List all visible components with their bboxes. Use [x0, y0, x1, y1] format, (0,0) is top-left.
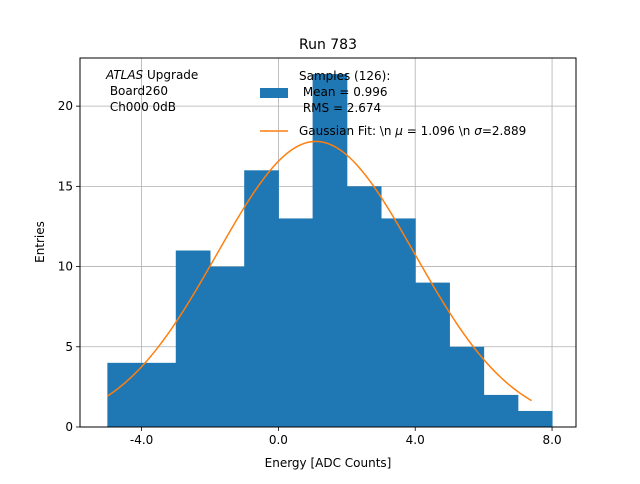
annotation-board: Board260 — [106, 84, 168, 98]
x-axis-ticks: -4.0 0.0 4.0 8.0 — [130, 427, 562, 447]
plot-frame — [79, 57, 577, 428]
histogram-bar — [312, 74, 348, 427]
x-tick-label: 0.0 — [269, 433, 288, 447]
legend-hist-label: Samples (126): Mean = 0.996 RMS = 2.674 — [299, 69, 425, 115]
histogram-bar — [483, 394, 519, 427]
histogram-bar — [141, 362, 177, 427]
y-tick-label: 0 — [65, 420, 73, 434]
histogram-bar — [278, 218, 314, 427]
histogram-bar — [449, 346, 485, 427]
histogram-bar — [244, 170, 279, 427]
x-axis-label: Energy [ADC Counts] — [265, 456, 392, 470]
annotation-channel: Ch000 0dB — [106, 100, 176, 114]
y-tick-label: 5 — [65, 340, 73, 354]
histogram-bar — [175, 250, 211, 427]
histogram-bar — [209, 266, 245, 427]
histogram-bar — [415, 282, 450, 427]
legend-hist-line-3: RMS = 2.674 — [299, 101, 381, 115]
annotation-upgrade: Upgrade — [143, 68, 198, 82]
histogram-bar — [107, 362, 143, 427]
legend-fit-prefix: Gaussian Fit: \n — [299, 124, 395, 138]
y-axis-ticks: 0 5 10 15 20 — [58, 99, 80, 434]
legend-fit-sigma-value: =2.889 — [482, 124, 526, 138]
annotation-experiment: ATLAS — [105, 68, 144, 82]
histogram-bar — [517, 410, 553, 427]
legend-fit-mu: μ — [394, 124, 403, 138]
x-tick-label: 8.0 — [543, 433, 562, 447]
y-tick-label: 15 — [58, 179, 73, 193]
chart-title: Run 783 — [299, 37, 357, 53]
annotation-text: ATLAS Upgrade Board260 Ch000 0dB — [105, 68, 202, 114]
legend-hist-swatch — [260, 88, 288, 98]
x-tick-label: 4.0 — [406, 433, 425, 447]
histogram-bar — [381, 218, 416, 427]
legend-fit-sigma: σ — [474, 124, 482, 138]
legend-fit-label: Gaussian Fit: \n μ = 1.096 \n σ=2.889 — [299, 124, 526, 138]
x-tick-label: -4.0 — [130, 433, 153, 447]
histogram-bar — [346, 186, 382, 427]
legend: Samples (126): Mean = 0.996 RMS = 2.674 … — [260, 69, 526, 138]
legend-fit-mu-value: = 1.096 \n — [403, 124, 474, 138]
gaussian-fit — [106, 140, 532, 402]
fit-curve — [106, 140, 532, 402]
legend-hist-line-1: Samples (126): — [299, 69, 390, 83]
y-tick-label: 10 — [58, 260, 73, 274]
legend-hist-line-2: Mean = 0.996 — [299, 85, 388, 99]
histogram-bars — [107, 74, 553, 427]
y-tick-label: 20 — [58, 99, 73, 113]
y-axis-label: Entries — [33, 221, 47, 263]
